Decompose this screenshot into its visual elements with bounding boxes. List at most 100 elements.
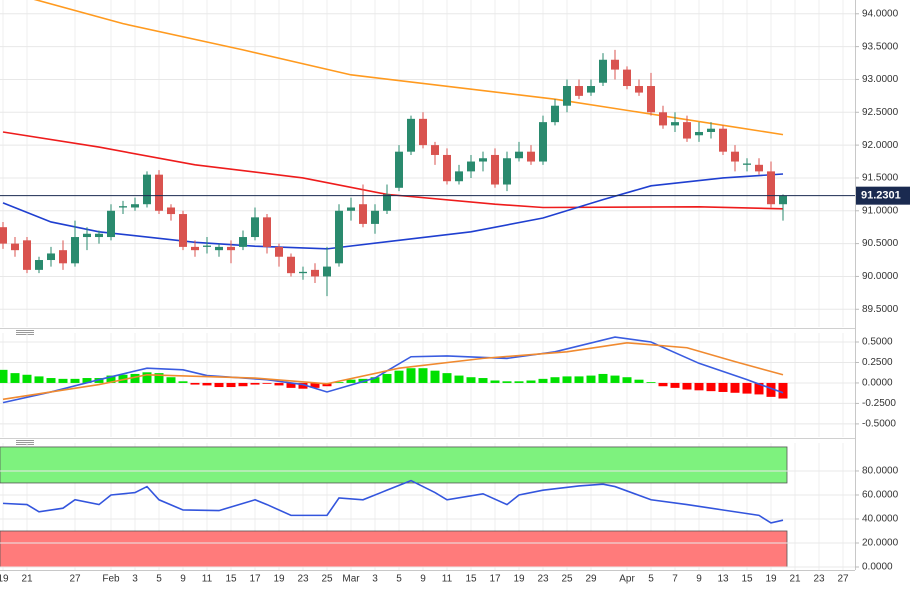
histogram-bar bbox=[214, 382, 224, 388]
indicator-line bbox=[33, 0, 784, 136]
y-tick-label: 0.0000 bbox=[862, 562, 893, 573]
candle-body bbox=[659, 112, 667, 126]
candle-body bbox=[311, 269, 319, 277]
histogram-bar bbox=[322, 382, 332, 387]
histogram-bar bbox=[142, 372, 152, 383]
x-tick-label: 15 bbox=[225, 574, 237, 585]
histogram-bar bbox=[0, 369, 8, 383]
candle-body bbox=[563, 86, 571, 106]
candle-body bbox=[191, 246, 199, 251]
histogram-bar bbox=[442, 373, 452, 383]
x-tick-label: 5 bbox=[396, 574, 402, 585]
histogram-bar bbox=[418, 368, 428, 383]
candle-body bbox=[419, 118, 427, 146]
histogram-bar bbox=[346, 379, 356, 383]
candle-body bbox=[35, 260, 43, 270]
histogram-bar bbox=[166, 377, 176, 383]
x-tick-label: 19 bbox=[273, 574, 285, 585]
histogram-bar bbox=[670, 382, 680, 388]
histogram-bar bbox=[58, 378, 68, 383]
y-tick-label: -0.5000 bbox=[862, 419, 896, 430]
histogram-bar bbox=[682, 382, 692, 390]
resize-handle[interactable] bbox=[16, 330, 34, 335]
x-tick-label: 25 bbox=[561, 574, 573, 585]
y-tick-label: 60.0000 bbox=[862, 490, 899, 501]
candle-body bbox=[695, 131, 703, 136]
candle-body bbox=[527, 151, 535, 162]
candle-body bbox=[107, 210, 115, 238]
histogram-bar bbox=[298, 382, 308, 389]
candle-body bbox=[479, 158, 487, 162]
indicator-line bbox=[2, 479, 784, 524]
x-tick-label: 21 bbox=[21, 574, 33, 585]
histogram-bar bbox=[502, 381, 512, 383]
x-tick-label: 19 bbox=[513, 574, 525, 585]
indicator-line bbox=[2, 336, 784, 404]
y-tick-label: 80.0000 bbox=[862, 466, 899, 477]
histogram-bar bbox=[10, 373, 20, 383]
y-tick-label: 90.0000 bbox=[862, 271, 899, 282]
candle-body bbox=[203, 245, 211, 247]
candle-body bbox=[599, 59, 607, 83]
zone bbox=[0, 446, 788, 484]
y-tick-label: 20.0000 bbox=[862, 538, 899, 549]
zone bbox=[0, 530, 788, 568]
histogram-bar bbox=[382, 373, 392, 383]
histogram-bar bbox=[778, 382, 788, 399]
candle-body bbox=[551, 105, 559, 123]
histogram-bar bbox=[622, 377, 632, 383]
candle-body bbox=[179, 214, 187, 247]
candles bbox=[0, 49, 787, 297]
histogram-bar bbox=[70, 378, 80, 383]
resize-handle[interactable] bbox=[16, 440, 34, 445]
histogram-bar bbox=[490, 380, 500, 383]
candle-body bbox=[383, 194, 391, 211]
histogram-bar bbox=[562, 376, 572, 383]
y-tick-label: 0.2500 bbox=[862, 357, 893, 368]
y-tick-label: 89.5000 bbox=[862, 304, 899, 315]
candle-body bbox=[0, 227, 7, 244]
histogram-bar bbox=[370, 377, 380, 383]
y-tick-label: -0.2500 bbox=[862, 398, 896, 409]
candle-body bbox=[407, 118, 415, 152]
candle-body bbox=[371, 210, 379, 224]
histogram-bar bbox=[238, 382, 248, 387]
candle-body bbox=[671, 122, 679, 126]
histogram-bar bbox=[286, 382, 296, 388]
histogram-bar bbox=[550, 377, 560, 383]
x-tick-label: 19 bbox=[0, 574, 9, 585]
histogram-bar bbox=[694, 382, 704, 391]
histogram-bar bbox=[718, 382, 728, 392]
histogram-bar bbox=[610, 375, 620, 383]
histogram-bar bbox=[226, 382, 236, 388]
y-tick-label: 92.0000 bbox=[862, 140, 899, 151]
histogram-bar bbox=[106, 375, 116, 383]
x-tick-label: 15 bbox=[465, 574, 477, 585]
x-tick-label: 5 bbox=[156, 574, 162, 585]
candle-body bbox=[743, 163, 751, 165]
candle-body bbox=[719, 128, 727, 152]
x-tick-label: 5 bbox=[648, 574, 654, 585]
histogram-bar bbox=[82, 378, 92, 383]
candle-body bbox=[71, 237, 79, 264]
histogram-bar bbox=[730, 382, 740, 393]
y-tick-label: 0.0000 bbox=[862, 378, 893, 389]
candle-body bbox=[515, 151, 523, 159]
histogram-bar bbox=[154, 373, 164, 383]
candle-body bbox=[779, 195, 787, 205]
candle-body bbox=[83, 233, 91, 238]
histogram-bar bbox=[394, 370, 404, 383]
histogram-bar bbox=[46, 378, 56, 383]
histogram-bar bbox=[310, 382, 320, 388]
x-tick-label: 17 bbox=[249, 574, 261, 585]
histogram-bar bbox=[34, 376, 44, 383]
histogram-bar bbox=[598, 373, 608, 383]
y-tick-label: 0.5000 bbox=[862, 337, 893, 348]
x-tick-label: 13 bbox=[717, 574, 729, 585]
x-tick-label: 27 bbox=[837, 574, 849, 585]
candle-body bbox=[455, 171, 463, 182]
candle-body bbox=[323, 266, 331, 277]
candle-body bbox=[707, 128, 715, 132]
